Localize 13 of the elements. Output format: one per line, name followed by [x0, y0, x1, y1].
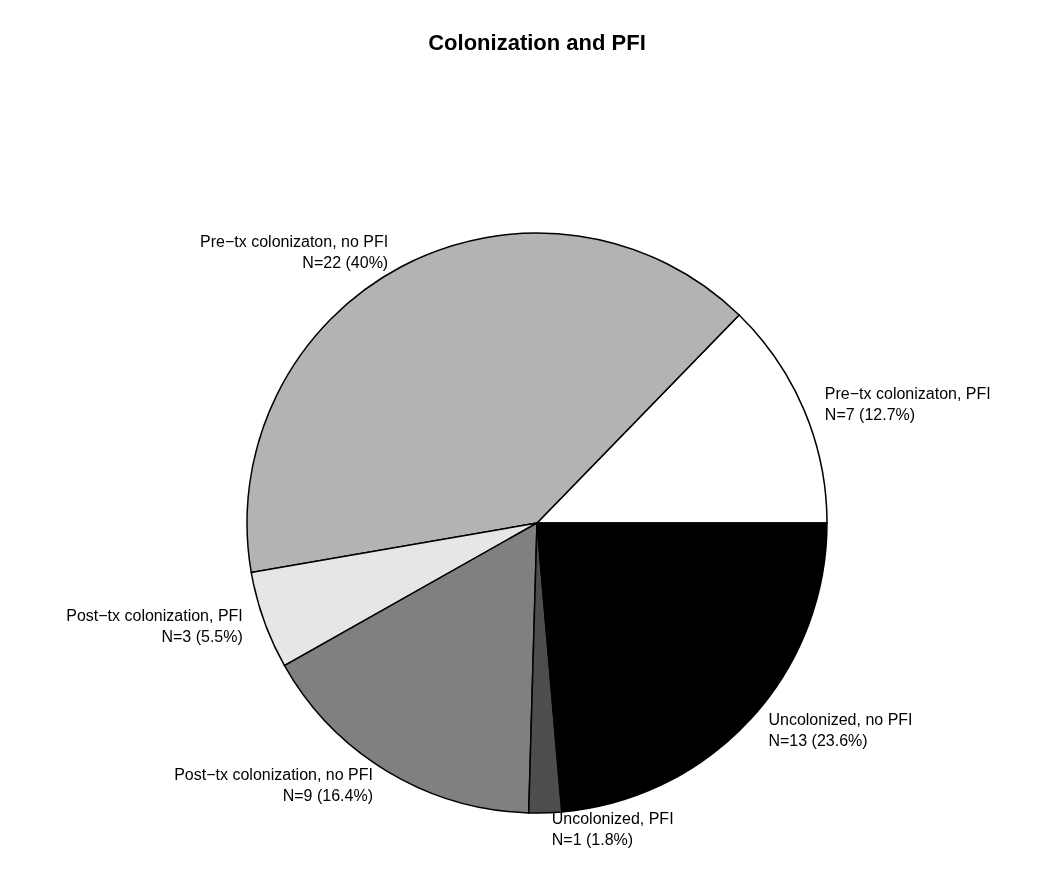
- chart-title: Colonization and PFI: [428, 30, 646, 55]
- data-label: N=13 (23.6%): [768, 731, 868, 749]
- slice-label: Pre−tx colonizaton, no PFI: [200, 233, 389, 251]
- slice-label: Post−tx colonization, PFI: [66, 606, 243, 624]
- data-label: N=9 (16.4%): [282, 787, 373, 805]
- slice-label: Uncolonized, PFI: [551, 809, 674, 827]
- data-label: N=7 (12.7%): [824, 405, 916, 423]
- data-label: N=3 (5.5%): [161, 627, 243, 645]
- slice-label: Post−tx colonization, no PFI: [174, 766, 373, 784]
- slice-label: Uncolonized, no PFI: [768, 710, 913, 728]
- slice-label: Pre−tx colonizaton, PFI: [824, 384, 991, 402]
- data-label: N=1 (1.8%): [551, 830, 634, 848]
- data-label: N=22 (40%): [302, 254, 389, 272]
